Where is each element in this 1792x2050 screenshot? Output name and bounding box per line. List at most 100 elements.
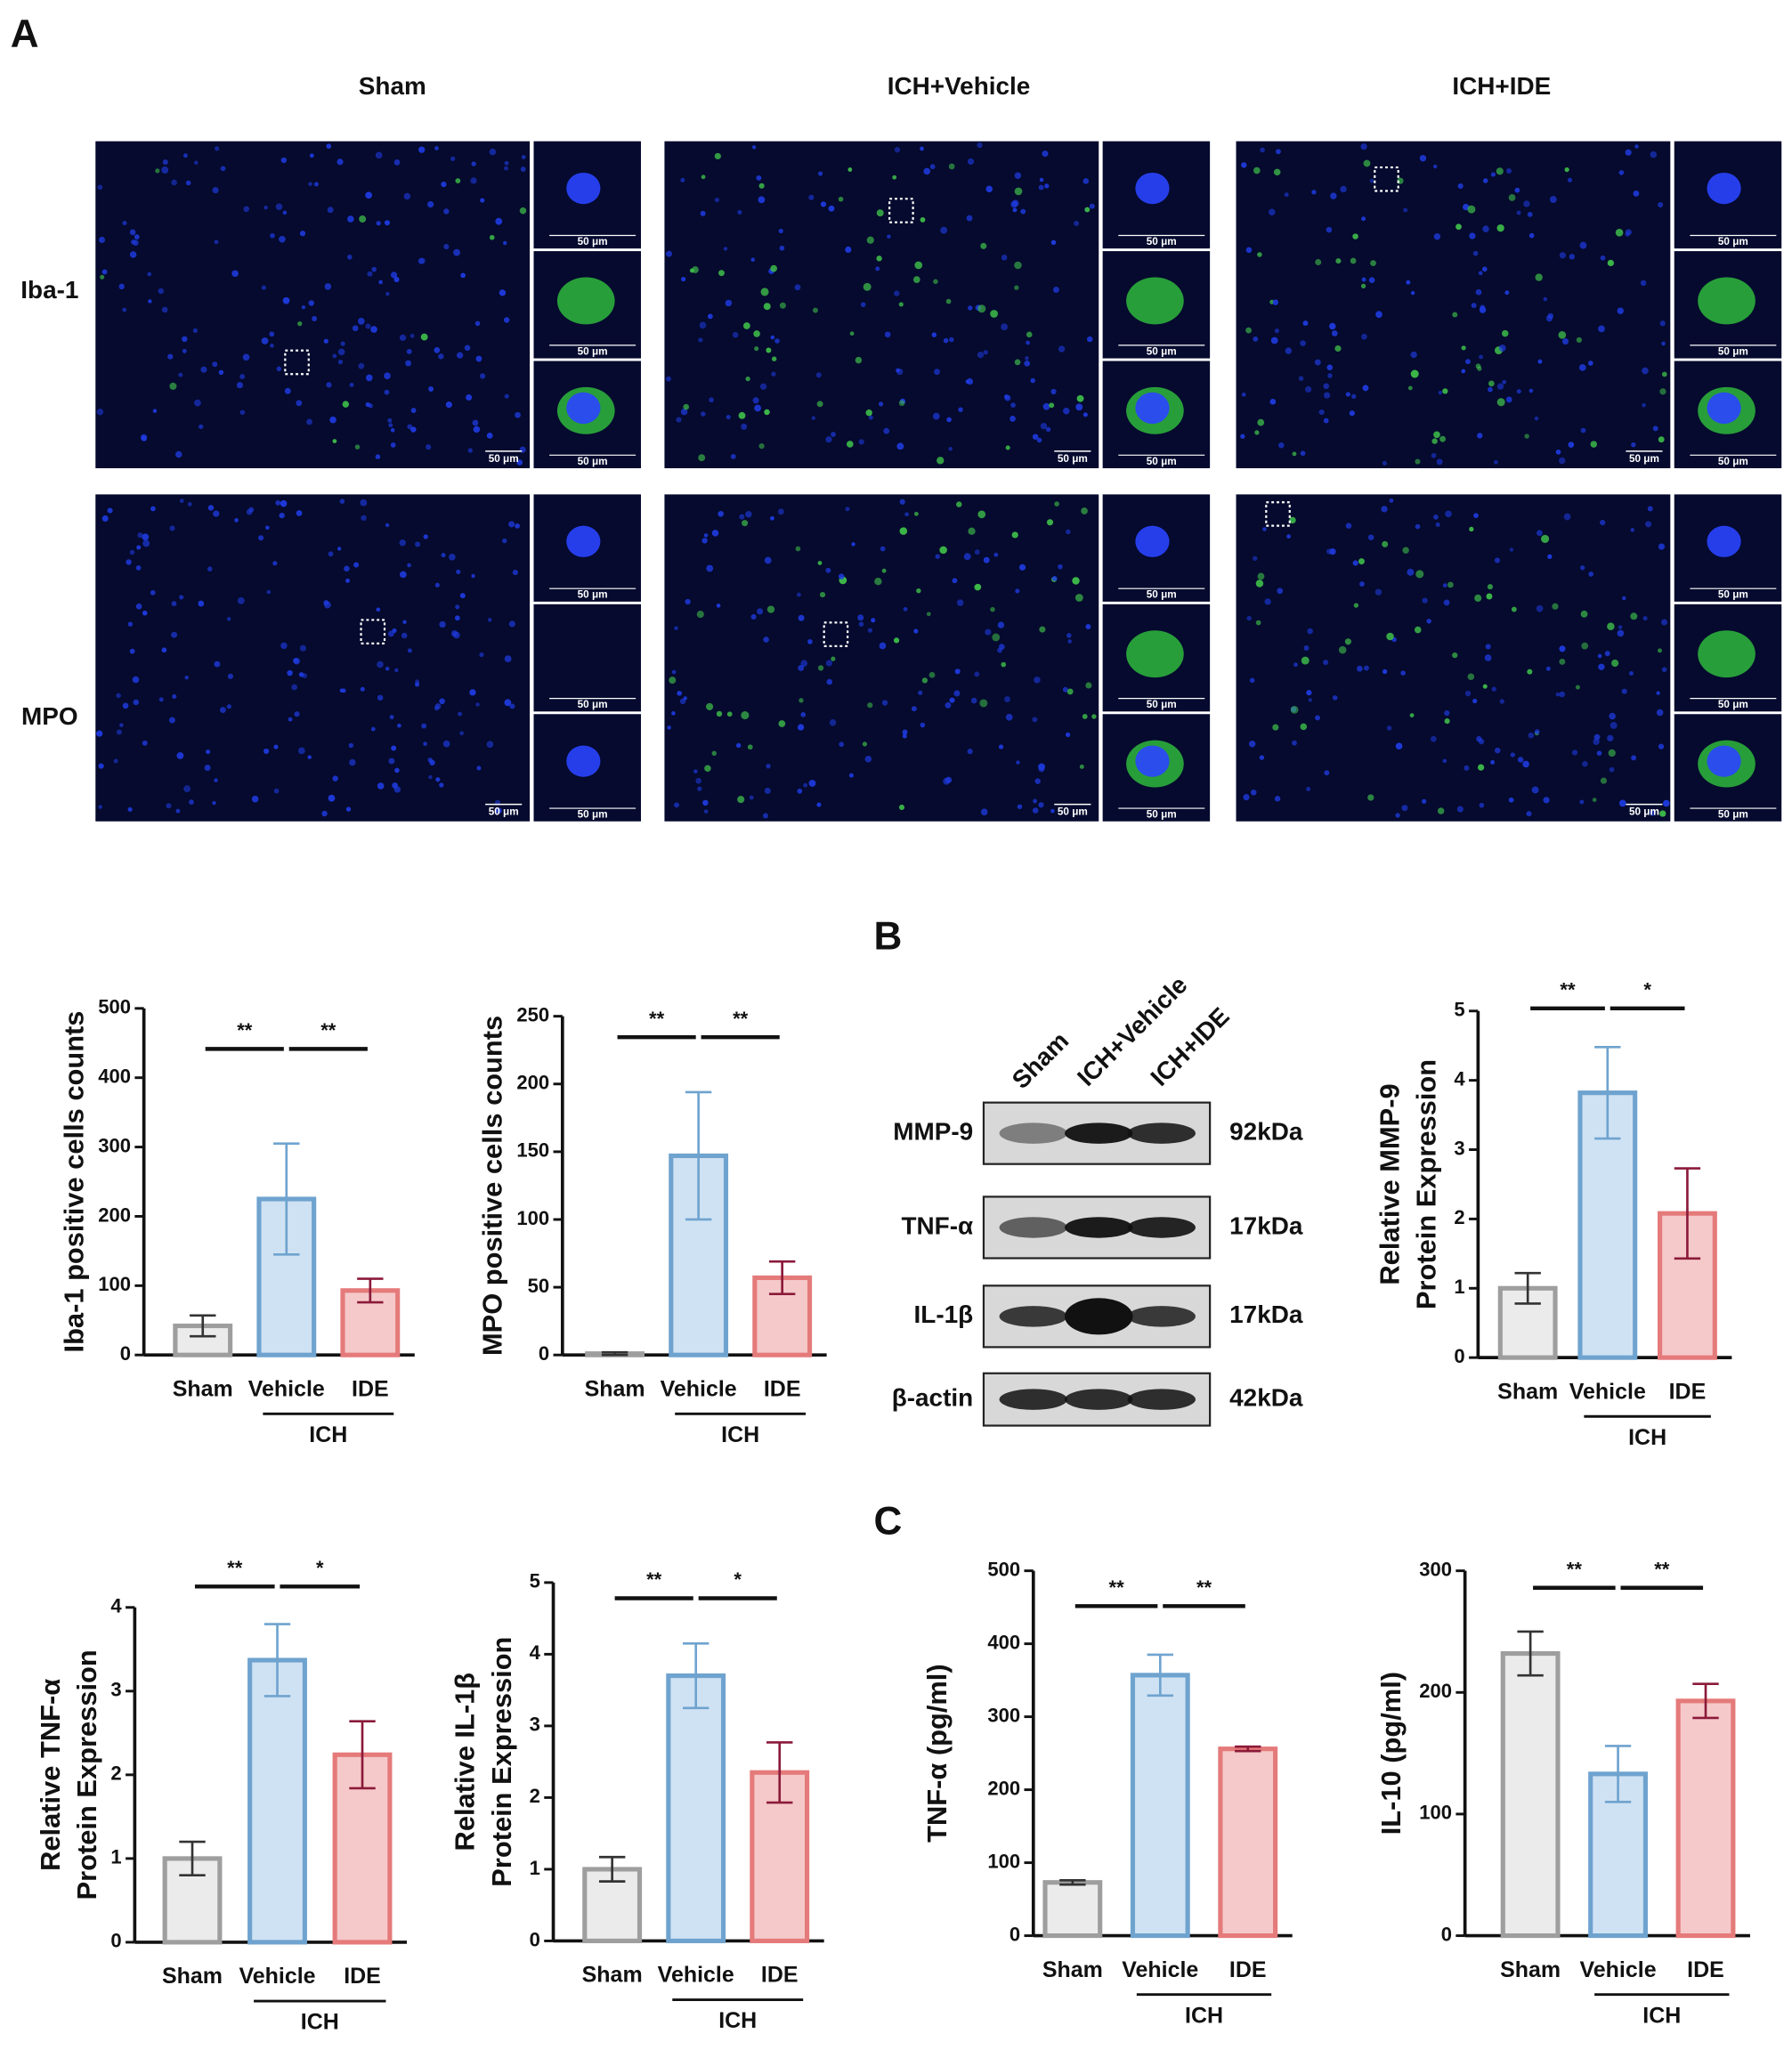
nucleus-dot — [354, 444, 361, 450]
scale-label: 50 μm — [578, 456, 608, 467]
group-label: ICH — [301, 2010, 339, 2035]
nucleus-dot — [1452, 312, 1458, 318]
column-title: ICH+IDE — [1452, 72, 1551, 100]
nucleus-dot — [956, 599, 964, 606]
nucleus-dot — [1274, 328, 1280, 334]
nucleus-dot — [1345, 392, 1350, 397]
nucleus-dot — [749, 795, 754, 800]
nucleus-dot — [945, 701, 952, 709]
nucleus-dot — [1526, 811, 1532, 817]
nucleus-dot — [1442, 583, 1447, 588]
y-tick-label: 250 — [516, 1003, 549, 1025]
nucleus-dot — [1431, 438, 1438, 444]
nucleus-dot — [194, 160, 199, 166]
significance-label: ** — [227, 1557, 243, 1579]
nucleus-dot — [1352, 233, 1358, 239]
y-tick-label: 4 — [110, 1595, 122, 1617]
nucleus-dot — [666, 376, 671, 382]
nucleus-dot — [923, 167, 931, 175]
nucleus-dot — [184, 676, 189, 680]
nucleus-dot — [269, 331, 275, 337]
y-axis-label: Iba-1 positive cells counts — [58, 1011, 89, 1353]
nucleus-dot — [467, 448, 473, 453]
nucleus-dot — [307, 755, 312, 759]
scale-label: 50 μm — [1147, 456, 1177, 467]
nucleus-dot — [207, 566, 213, 571]
nucleus-dot — [365, 191, 372, 199]
nucleus-dot — [1543, 296, 1548, 302]
nucleus-dot — [415, 682, 420, 687]
inset-cell — [1126, 630, 1184, 678]
y-axis-label: Protein Expression — [71, 1649, 102, 1900]
nucleus-dot — [1642, 402, 1646, 408]
nucleus-dot — [279, 512, 285, 519]
nucleus-dot — [1345, 523, 1352, 530]
nucleus-dot — [495, 807, 502, 814]
nucleus-dot — [1323, 383, 1330, 390]
nucleus-dot — [1499, 699, 1504, 704]
nucleus-dot — [464, 344, 471, 352]
nucleus-dot — [1039, 177, 1044, 182]
nucleus-dot — [474, 320, 481, 327]
nucleus-dot — [427, 758, 433, 763]
nucleus-dot — [116, 693, 121, 699]
nucleus-dot — [504, 393, 509, 399]
nucleus-dot — [264, 205, 268, 210]
y-tick-label: 300 — [987, 1704, 1020, 1726]
band — [1127, 1217, 1196, 1238]
micrograph — [1236, 494, 1671, 822]
x-tick-label: Vehicle — [248, 1376, 325, 1401]
nucleus-dot — [1467, 673, 1475, 681]
nucleus-dot — [166, 803, 172, 809]
nucleus-dot — [137, 532, 143, 539]
nucleus-dot — [1042, 402, 1050, 410]
nucleus-dot — [1065, 732, 1071, 737]
nucleus-dot — [455, 604, 460, 610]
nucleus-dot — [1350, 257, 1357, 264]
nucleus-dot — [1284, 192, 1289, 198]
nucleus-dot — [1257, 418, 1265, 426]
lane-label: Sham — [1007, 1026, 1074, 1094]
nucleus-dot — [966, 377, 974, 385]
nucleus-dot — [353, 562, 360, 568]
nucleus-dot — [450, 156, 456, 161]
nucleus-dot — [1025, 356, 1029, 361]
nucleus-dot — [1315, 715, 1320, 721]
nucleus-dot — [966, 215, 973, 222]
nucleus-dot — [261, 337, 269, 344]
nucleus-dot — [671, 711, 676, 716]
nucleus-dot — [435, 777, 441, 782]
nucleus-dot — [122, 702, 129, 709]
nucleus-dot — [349, 382, 354, 387]
nucleus-dot — [142, 539, 150, 547]
nucleus-dot — [826, 678, 833, 685]
nucleus-dot — [741, 423, 748, 430]
nucleus-dot — [676, 417, 682, 423]
nucleus-dot — [696, 611, 704, 619]
scale-label: 50 μm — [1718, 345, 1748, 357]
nucleus-dot — [520, 166, 526, 172]
nucleus-dot — [1082, 178, 1090, 184]
nucleus-dot — [1051, 576, 1058, 581]
nucleus-dot — [263, 748, 270, 755]
nucleus-dot — [1580, 427, 1586, 433]
nucleus-dot — [1066, 633, 1072, 638]
nucleus-dot — [1272, 299, 1279, 305]
scale-label: 50 μm — [1718, 808, 1748, 820]
nucleus-dot — [880, 546, 886, 552]
band — [1065, 1298, 1133, 1335]
nucleus-dot — [339, 498, 345, 505]
nucleus-dot — [443, 208, 450, 215]
nucleus-dot — [1311, 190, 1317, 195]
significance-label: ** — [237, 1019, 253, 1041]
nucleus-dot — [1569, 254, 1576, 260]
nucleus-dot — [101, 515, 109, 523]
nucleus-dot — [280, 499, 288, 507]
nucleus-dot — [1085, 682, 1092, 689]
y-tick-label: 2 — [530, 1785, 540, 1807]
nucleus-dot — [974, 549, 980, 555]
nucleus-dot — [475, 355, 482, 362]
nucleus-dot — [1464, 690, 1472, 697]
nucleus-dot — [438, 353, 444, 360]
nucleus-dot — [1467, 205, 1476, 214]
